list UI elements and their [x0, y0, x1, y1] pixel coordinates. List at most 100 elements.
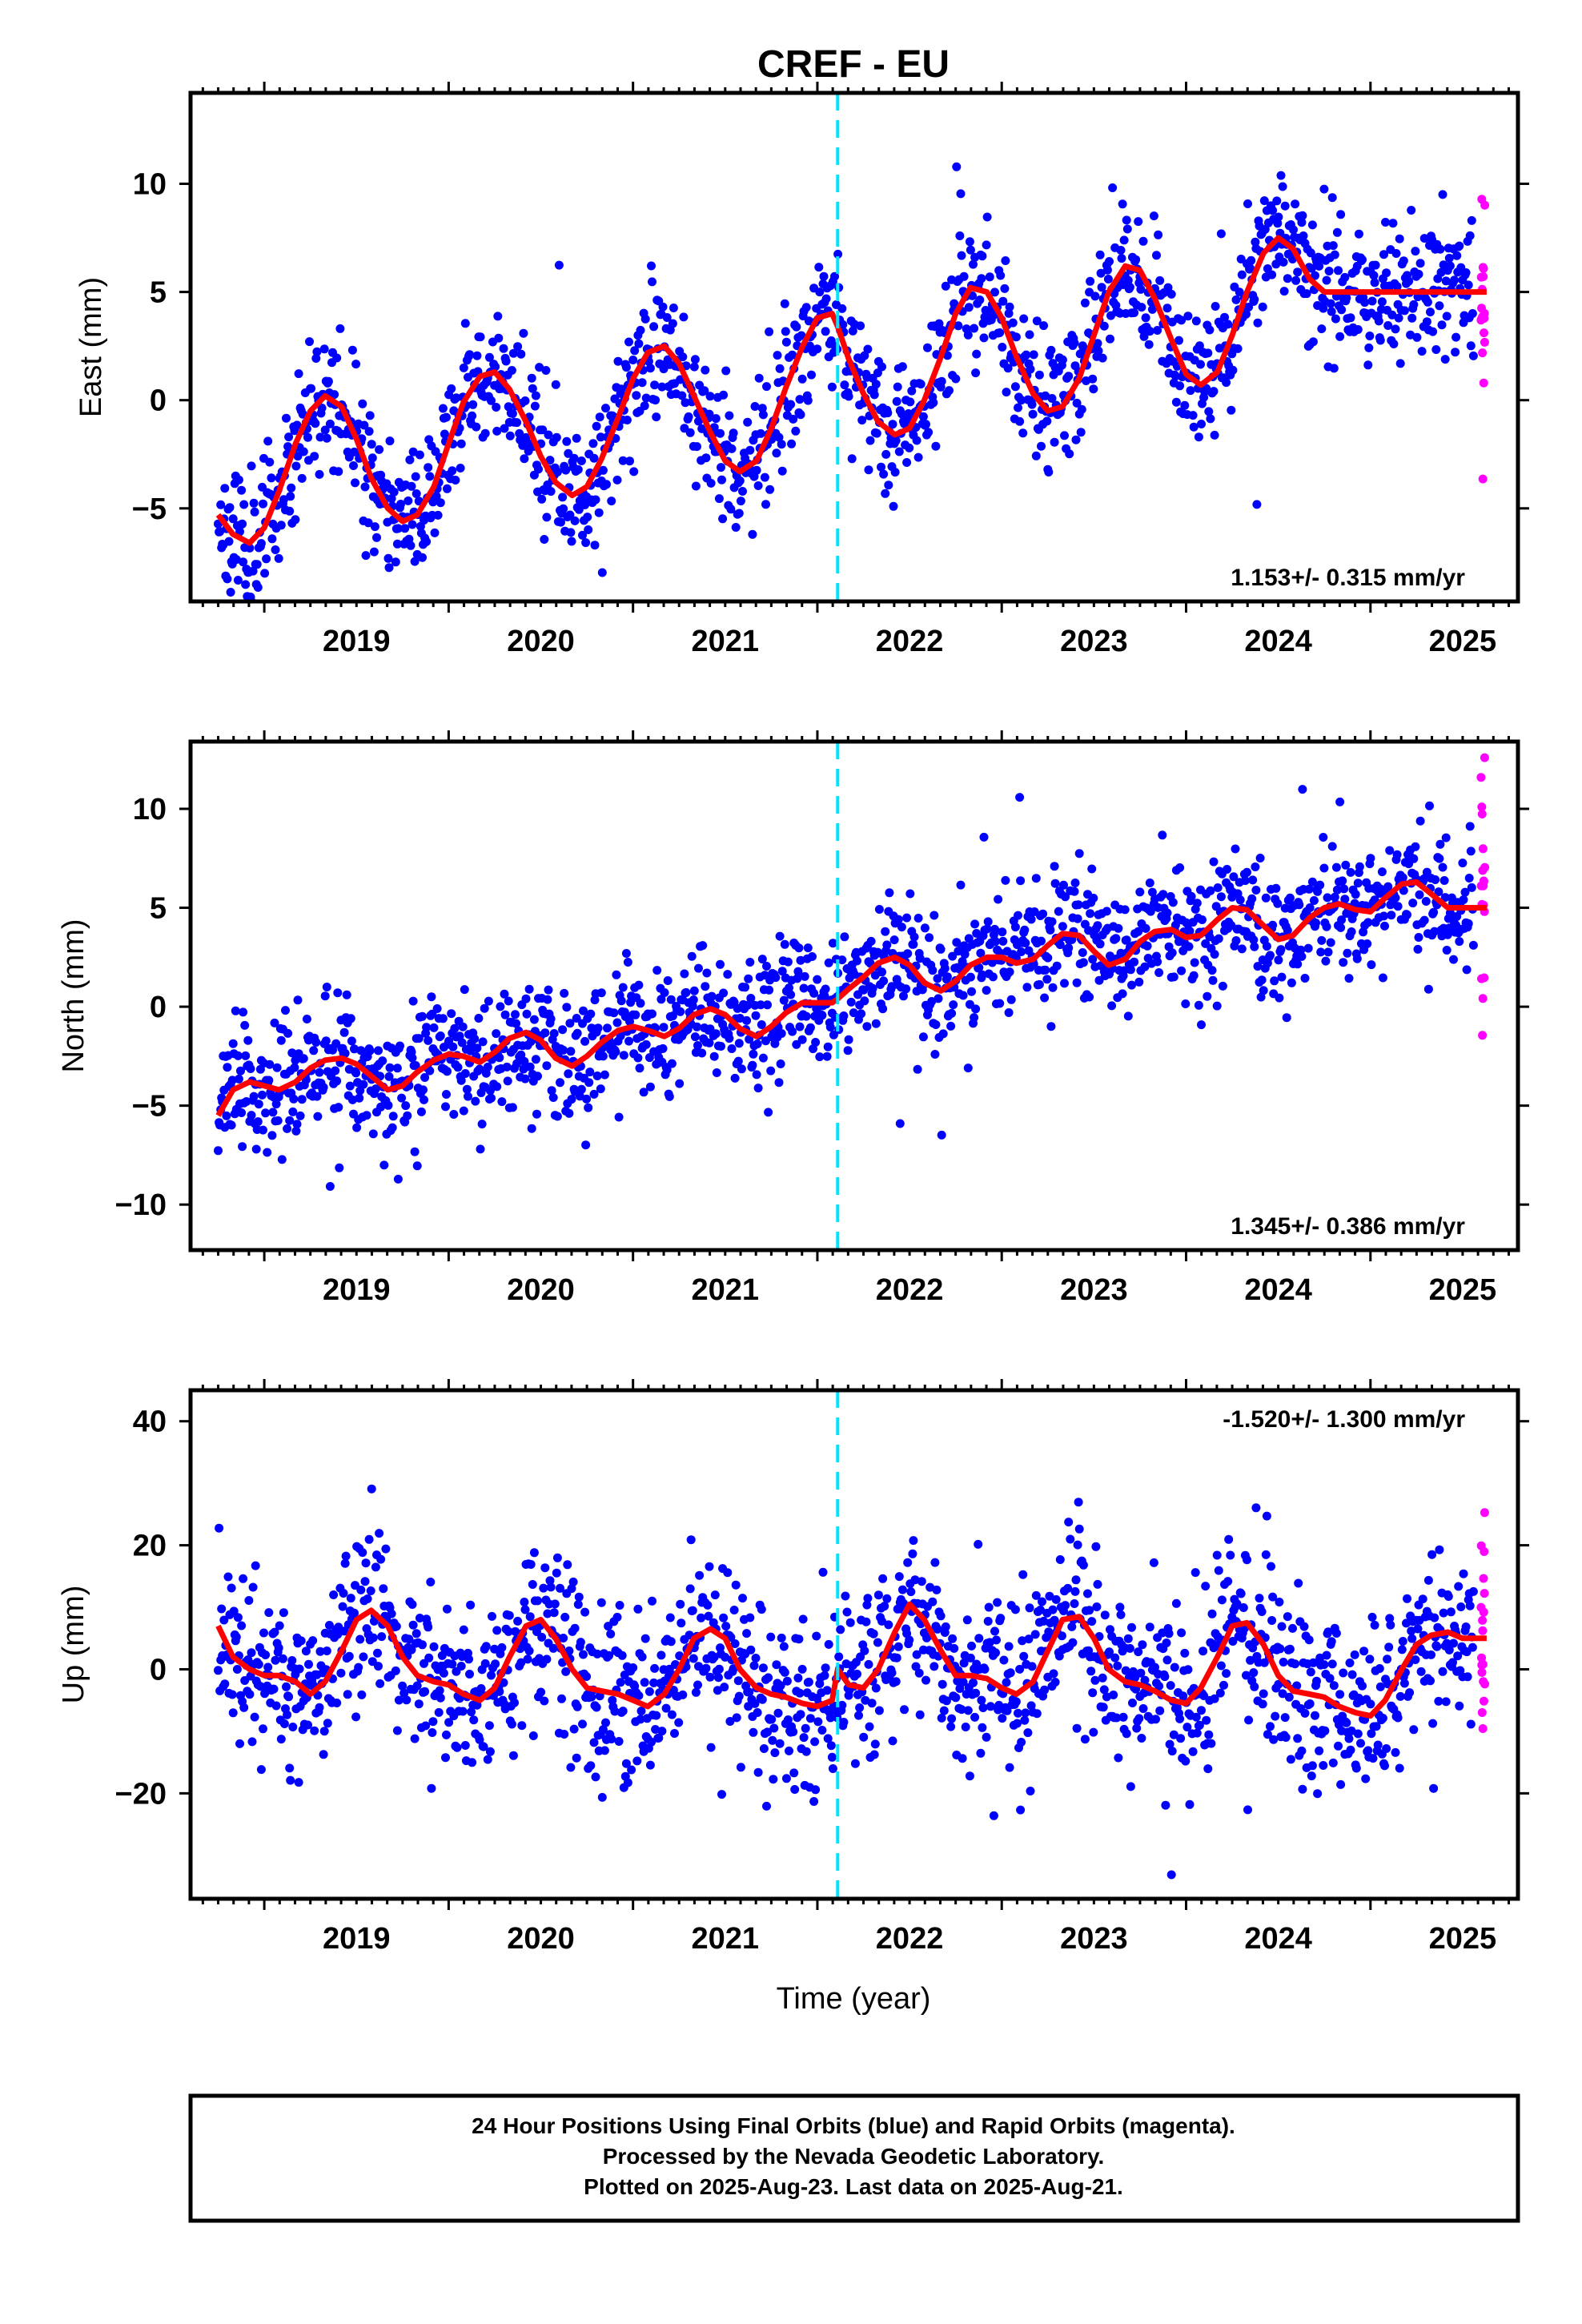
final-orbit-point	[1375, 1664, 1384, 1673]
final-orbit-point	[1323, 1627, 1333, 1637]
final-orbit-point	[349, 461, 358, 470]
final-orbit-point	[1452, 251, 1462, 260]
final-orbit-point	[492, 1082, 502, 1092]
final-orbit-point	[312, 347, 322, 356]
x-tick-label: 2023	[1060, 1273, 1128, 1307]
final-orbit-point	[854, 1711, 863, 1720]
final-orbit-point	[1434, 887, 1443, 897]
final-orbit-point	[222, 1111, 231, 1120]
final-orbit-point	[1441, 1697, 1451, 1707]
final-orbit-point	[1026, 1787, 1035, 1795]
final-orbit-point	[1058, 355, 1067, 364]
final-orbit-point	[263, 1148, 272, 1157]
final-orbit-point	[941, 281, 950, 291]
rapid-orbit-point	[1480, 328, 1488, 338]
final-orbit-point	[855, 1703, 865, 1712]
final-orbit-point	[1363, 1746, 1373, 1755]
final-orbit-point	[861, 1617, 871, 1626]
final-orbit-point	[1427, 1550, 1437, 1559]
final-orbit-point	[753, 1767, 763, 1777]
final-orbit-point	[902, 913, 912, 923]
final-orbit-point	[1442, 1638, 1452, 1648]
final-orbit-point	[1438, 1667, 1447, 1676]
final-orbit-point	[234, 1074, 243, 1084]
final-orbit-point	[1361, 901, 1371, 911]
final-orbit-point	[1297, 1746, 1307, 1755]
final-orbit-point	[704, 1611, 713, 1621]
final-orbit-point	[1204, 1730, 1214, 1739]
final-orbit-point	[241, 1051, 251, 1060]
final-orbit-point	[321, 1036, 331, 1046]
final-orbit-point	[1398, 873, 1407, 883]
final-orbit-point	[647, 261, 656, 271]
final-orbit-point	[1206, 414, 1215, 424]
final-orbit-point	[794, 943, 804, 953]
final-orbit-point	[951, 374, 961, 384]
final-orbit-point	[247, 1737, 257, 1747]
final-orbit-point	[663, 976, 673, 985]
final-orbit-point	[374, 1662, 383, 1671]
final-orbit-point	[656, 995, 666, 1004]
final-orbit-point	[1164, 1629, 1174, 1638]
final-orbit-point	[552, 467, 562, 476]
final-orbit-point	[735, 476, 745, 485]
final-orbit-point	[566, 1763, 576, 1772]
final-orbit-point	[1289, 225, 1298, 235]
final-orbit-point	[331, 1039, 341, 1048]
final-orbit-point	[235, 1739, 244, 1748]
final-orbit-point	[867, 1699, 877, 1708]
final-orbit-point	[815, 1052, 825, 1062]
final-orbit-point	[765, 985, 774, 995]
final-orbit-point	[1466, 1719, 1476, 1729]
final-orbit-point	[294, 1778, 303, 1787]
final-orbit-point	[407, 481, 416, 491]
final-orbit-point	[1327, 307, 1336, 316]
final-orbit-point	[402, 1695, 412, 1705]
final-orbit-point	[546, 487, 556, 497]
final-orbit-point	[405, 455, 415, 464]
final-orbit-point	[1391, 893, 1400, 903]
final-orbit-point	[962, 1615, 972, 1625]
final-orbit-point	[930, 1662, 939, 1671]
final-orbit-point	[1050, 879, 1060, 888]
final-orbit-point	[490, 1644, 500, 1654]
final-orbit-point	[1022, 983, 1032, 992]
final-orbit-point	[930, 911, 939, 920]
final-orbit-point	[884, 480, 893, 490]
final-orbit-point	[900, 1705, 909, 1715]
final-orbit-point	[408, 1600, 417, 1609]
final-orbit-point	[915, 1710, 925, 1719]
final-orbit-point	[520, 1074, 530, 1084]
final-orbit-point	[1154, 968, 1164, 977]
final-orbit-point	[1426, 1676, 1435, 1686]
final-orbit-point	[1174, 336, 1183, 345]
final-orbit-point	[705, 409, 714, 419]
final-orbit-point	[1427, 1650, 1435, 1659]
final-orbit-point	[918, 412, 928, 421]
final-orbit-point	[1405, 1688, 1415, 1698]
final-orbit-point	[549, 1608, 559, 1618]
final-orbit-point	[286, 1775, 295, 1785]
final-orbit-point	[834, 1652, 844, 1662]
final-orbit-point	[936, 944, 946, 954]
final-orbit-point	[333, 988, 343, 998]
final-orbit-point	[762, 962, 771, 971]
final-orbit-point	[869, 390, 879, 400]
final-orbit-point	[774, 432, 784, 442]
final-orbit-point	[549, 1029, 559, 1038]
final-orbit-point	[686, 1535, 696, 1545]
final-orbit-point	[1088, 374, 1098, 384]
final-orbit-point	[543, 995, 552, 1004]
final-orbit-point	[780, 939, 789, 949]
final-orbit-point	[573, 464, 583, 474]
final-orbit-point	[1055, 940, 1065, 950]
final-orbit-point	[889, 501, 898, 511]
final-orbit-point	[969, 1678, 978, 1687]
final-orbit-point	[228, 514, 238, 524]
final-orbit-point	[1440, 893, 1450, 903]
final-orbit-point	[1418, 1594, 1427, 1604]
final-orbit-point	[1207, 966, 1217, 975]
final-orbit-point	[253, 583, 263, 592]
final-orbit-point	[1423, 1575, 1433, 1585]
final-orbit-point	[554, 260, 564, 270]
